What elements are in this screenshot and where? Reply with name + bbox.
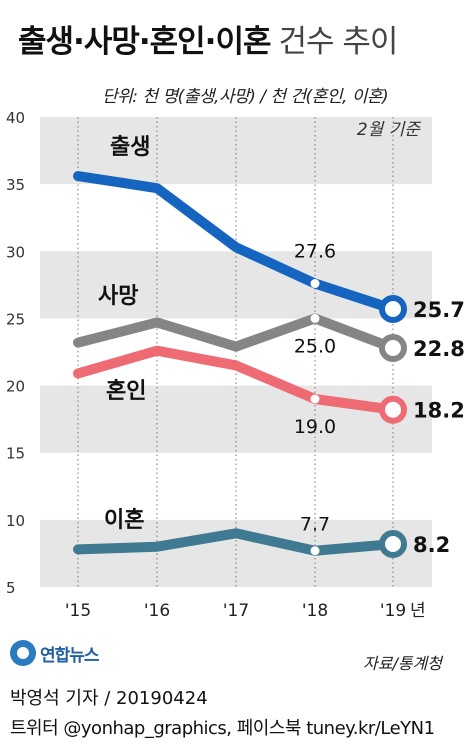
series-line-1 — [73, 171, 398, 315]
end-point-marker — [379, 530, 407, 559]
reporter-credit: 박영석 기자 / 20190424 — [10, 688, 208, 709]
series-line-3 — [73, 345, 398, 415]
chart-title: 출생·사망·혼인·이혼 건수 추이 — [18, 16, 399, 61]
y-tick-label: 35 — [6, 176, 25, 194]
grid-band — [40, 117, 432, 185]
yonhap-logo: 연합뉴스 — [10, 640, 100, 666]
series-name-label: 사망 — [98, 284, 138, 309]
point-marker — [310, 546, 320, 556]
unit-note: 단위: 천 명(출생,사망) / 천 건(혼인, 이혼) — [102, 87, 389, 107]
end-point-marker — [379, 295, 407, 324]
point-marker — [310, 394, 320, 404]
y-tick-label: 30 — [6, 243, 25, 261]
yonhap-logo-icon — [10, 640, 36, 666]
y-tick-label: 40 — [6, 109, 25, 127]
chart-title-main: 출생·사망·혼인·이혼 — [18, 24, 271, 60]
y-tick-label: 20 — [6, 378, 25, 396]
data-label: 7.7 — [300, 514, 330, 536]
data-label: 25.0 — [294, 335, 336, 357]
data-label: 8.2 — [413, 533, 450, 557]
data-label: 18.2 — [413, 399, 465, 423]
y-tick-label: 5 — [6, 579, 16, 597]
data-label: 25.7 — [413, 298, 465, 322]
series-name-label: 이혼 — [104, 508, 144, 533]
series-line-4 — [73, 528, 398, 556]
series-name-label: 출생 — [110, 135, 150, 160]
x-tick-label: '15 — [65, 601, 91, 621]
basis-note: 2월 기준 — [357, 120, 421, 140]
end-point-marker — [379, 333, 407, 362]
x-axis-suffix: 년 — [410, 601, 426, 621]
data-label: 27.6 — [294, 241, 336, 263]
x-tick-label: '16 — [144, 601, 170, 621]
point-marker — [310, 313, 320, 323]
end-point-marker — [379, 395, 407, 424]
logo-text: 연합뉴스 — [40, 645, 100, 666]
series-name-label: 혼인 — [106, 379, 146, 404]
y-tick-label: 15 — [6, 445, 25, 463]
data-label: 22.8 — [413, 337, 465, 361]
data-label: 19.0 — [294, 416, 336, 438]
series-line-2 — [73, 313, 398, 353]
x-tick-label: '18 — [302, 601, 328, 621]
point-marker — [310, 279, 320, 289]
social-credit: 트위터 @yonhap_graphics, 페이스북 tuney.kr/LeYN… — [10, 718, 435, 739]
chart-title-sub: 건수 추이 — [278, 24, 399, 60]
x-tick-label: '17 — [223, 601, 249, 621]
y-tick-label: 25 — [6, 310, 25, 328]
y-tick-label: 10 — [6, 512, 25, 530]
source-note: 자료/통계청 — [363, 654, 442, 673]
x-tick-label: '19 — [380, 601, 406, 621]
